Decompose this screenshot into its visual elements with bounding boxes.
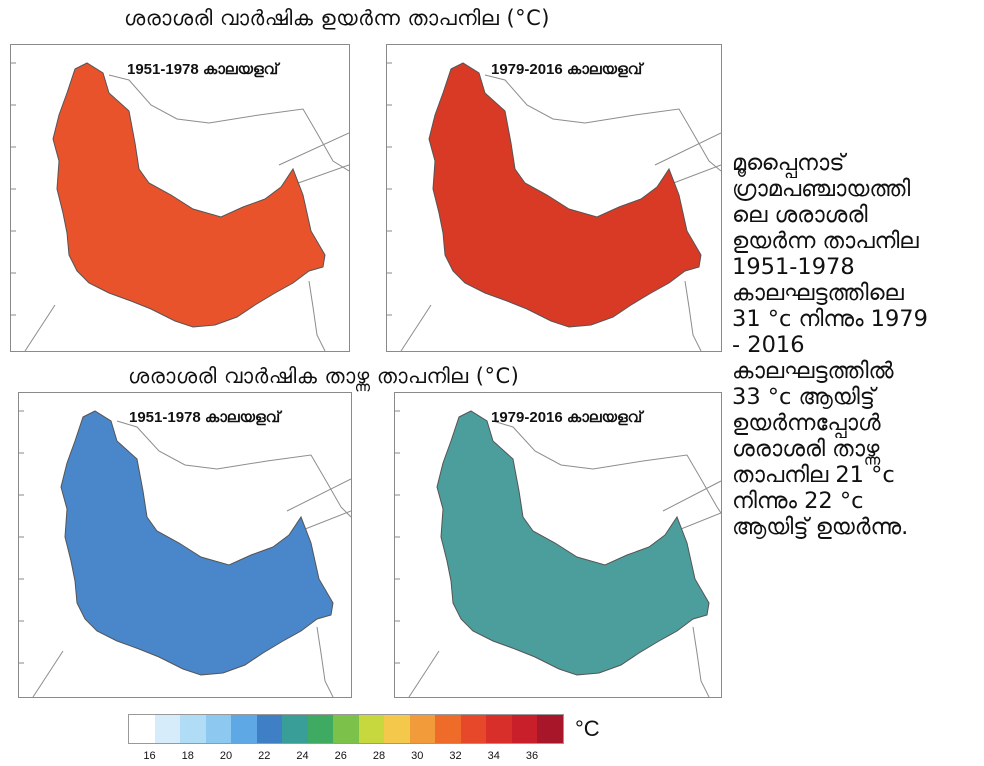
legend-swatch (154, 715, 180, 743)
legend-swatch (358, 715, 384, 743)
description-line: 31 °c നിന്നും 1979 (732, 306, 928, 332)
legend-swatch (307, 715, 333, 743)
legend-swatch (435, 715, 461, 743)
legend-tick-label: 28 (372, 750, 386, 762)
legend-tick-label: 16 (143, 750, 156, 762)
description-line: താപനില 21 °c (732, 462, 895, 488)
region-shape (436, 410, 710, 676)
title-high-temperature: ശരാശരി വാർഷിക ഉയർന്ന താപനില (°C) (124, 6, 550, 30)
color-legend (128, 714, 564, 744)
legend-tick-label: 36 (525, 750, 539, 762)
legend-swatch (409, 715, 435, 743)
description-line: ശരാശരി താഴ്ന്ന (732, 436, 880, 462)
legend-swatch (231, 715, 257, 743)
legend-tick-label: 20 (219, 750, 233, 762)
map-panel-low-1951-1978: 1951-1978 കാലയളവ് (18, 392, 352, 698)
region-shape (428, 62, 702, 328)
description-text: മൂപ്പൈനാട് ഗ്രാമപഞ്ചായത്തി ലെ ശരാശരി ഉയർ… (732, 150, 980, 540)
map-svg (387, 62, 721, 351)
legend-tick-labels: 16 18 20 22 24 26 28 30 32 34 36 (128, 750, 565, 766)
period-label: 1951-1978 കാലയളവ് (129, 409, 281, 426)
description-line: നിന്നും 22 °c (732, 488, 864, 514)
period-label: 1979-2016 കാലയളവ് (491, 409, 643, 426)
legend-tick-label: 26 (334, 750, 347, 762)
legend-unit: °C (575, 716, 600, 741)
map-panel-low-1979-2016: 1979-2016 കാലയളവ് (394, 392, 722, 698)
description-line: 1951-1978 (732, 254, 855, 280)
region-shape (52, 62, 326, 328)
legend-swatch (205, 715, 231, 743)
description-line: - 2016 (732, 332, 805, 358)
legend-swatch (256, 715, 282, 743)
legend-swatch (486, 715, 512, 743)
legend-swatch (511, 715, 537, 743)
legend-swatch (180, 715, 206, 743)
map-svg (395, 410, 721, 697)
legend-tick-label: 30 (411, 750, 424, 762)
description-line: ഉയർന്നപ്പോൾ (732, 410, 881, 436)
legend-tick-label: 24 (296, 750, 309, 762)
description-line: ഗ്രാമപഞ്ചായത്തി (732, 176, 911, 202)
legend-swatch (129, 715, 155, 743)
description-line: മൂപ്പൈനാട് (732, 150, 845, 176)
legend-tick-label: 18 (181, 750, 194, 762)
legend-swatch (333, 715, 359, 743)
description-line: കാലഘട്ടത്തിൽ (732, 358, 894, 384)
legend-swatch (282, 715, 308, 743)
description-line: കാലഘട്ടത്തിലെ (732, 280, 904, 306)
description-line: ഉയർന്ന താപനില (732, 228, 919, 254)
period-label: 1979-2016 കാലയളവ് (491, 61, 643, 78)
description-line: 33 °c ആയിട്ട് (732, 384, 875, 410)
legend-swatch (537, 715, 563, 743)
description-line: ലെ ശരാശരി (732, 202, 868, 228)
map-panel-high-1979-2016: 1979-2016 കാലയളവ് (386, 44, 722, 352)
legend-tick-label: 34 (487, 750, 500, 762)
map-svg (19, 410, 351, 697)
period-label: 1951-1978 കാലയളവ് (127, 61, 279, 78)
legend-swatch (384, 715, 410, 743)
map-svg (11, 62, 349, 351)
map-panel-high-1951-1978: 1951-1978 കാലയളവ് (10, 44, 350, 352)
title-low-temperature: ശരാശരി വാർഷിക താഴ്ന്ന താപനില (°C) (128, 364, 520, 388)
legend-swatch (460, 715, 486, 743)
description-line: ആയിട്ട് ഉയർന്നു. (732, 514, 909, 540)
region-shape (60, 410, 334, 676)
legend-tick-label: 32 (449, 750, 462, 762)
legend-tick-label: 22 (258, 750, 271, 762)
